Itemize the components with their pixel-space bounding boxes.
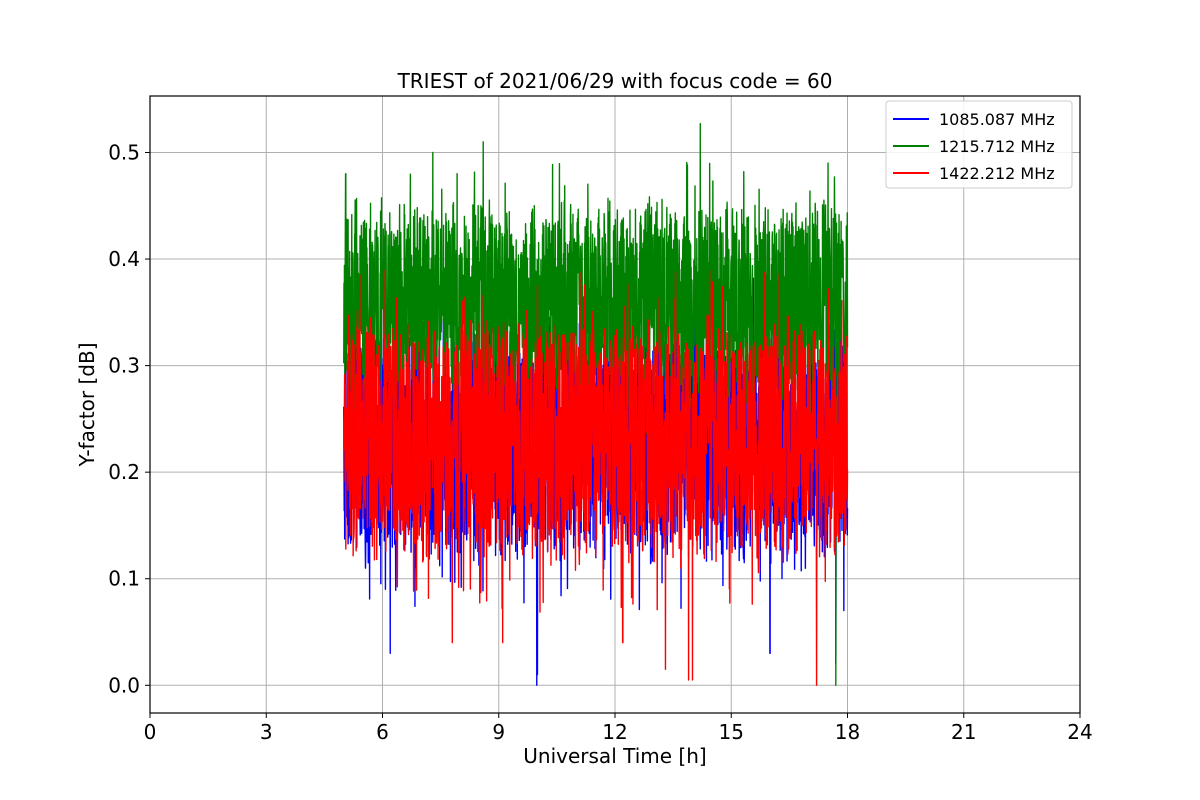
- x-tick-label: 6: [376, 720, 389, 744]
- legend-label: 1215.712 MHz: [939, 137, 1055, 156]
- y-axis: 0.0 0.1 0.2 0.3 0.4 0.5: [108, 140, 150, 697]
- x-tick-label: 24: [1067, 720, 1092, 744]
- series-layer: [343, 123, 849, 686]
- x-axis: 0 3 6 9 12 15 18 21 24: [144, 713, 1093, 744]
- y-axis-label: Y-factor [dB]: [75, 342, 99, 467]
- chart-title: TRIEST of 2021/06/29 with focus code = 6…: [397, 69, 833, 93]
- x-tick-label: 15: [719, 720, 744, 744]
- legend: 1085.087 MHz 1215.712 MHz 1422.212 MHz: [885, 100, 1073, 189]
- y-tick-label: 0.5: [108, 140, 140, 164]
- legend-label: 1422.212 MHz: [939, 164, 1055, 183]
- y-tick-label: 0.0: [108, 673, 140, 697]
- x-tick-label: 3: [260, 720, 273, 744]
- legend-box: [885, 100, 1073, 189]
- x-tick-label: 18: [835, 720, 860, 744]
- legend-label: 1085.087 MHz: [939, 110, 1055, 129]
- y-tick-label: 0.2: [108, 460, 140, 484]
- y-tick-label: 0.4: [108, 247, 140, 271]
- x-tick-label: 12: [602, 720, 627, 744]
- x-tick-label: 9: [492, 720, 505, 744]
- y-tick-label: 0.1: [108, 567, 140, 591]
- y-tick-label: 0.3: [108, 354, 140, 378]
- x-axis-label: Universal Time [h]: [523, 744, 706, 768]
- series-line-1422-212-mhz: [343, 269, 849, 686]
- x-tick-label: 0: [144, 720, 157, 744]
- x-tick-label: 21: [951, 720, 976, 744]
- series-line-1215-712-mhz: [343, 123, 849, 686]
